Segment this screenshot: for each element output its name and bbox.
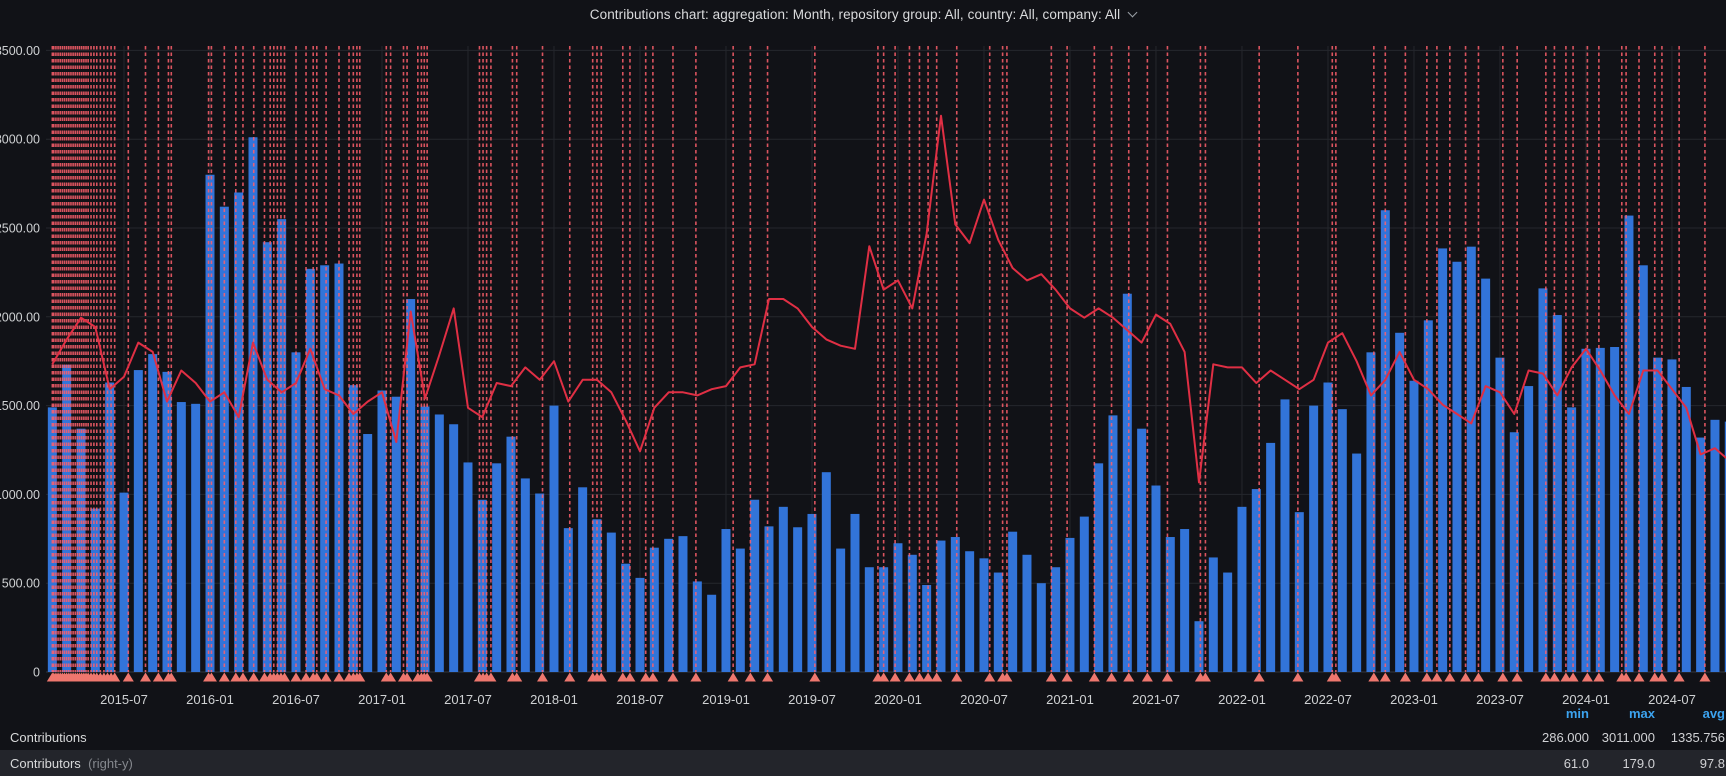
svg-text:2021-01: 2021-01 bbox=[1046, 692, 1094, 707]
contributors-line bbox=[51, 114, 1726, 484]
annotation-lines bbox=[51, 46, 1706, 672]
legend-stat-min: 61.0 bbox=[1563, 756, 1589, 771]
legend-stat-max: 3011.000 bbox=[1601, 730, 1655, 745]
legend-series-label[interactable]: Contributions bbox=[10, 730, 87, 745]
panel-title-text: Contributions chart: aggregation: Month,… bbox=[589, 6, 1121, 22]
svg-text:2020-07: 2020-07 bbox=[960, 692, 1008, 707]
legend-col-min[interactable]: min bbox=[1565, 706, 1589, 721]
x-axis-labels: 2015-07 2016-01 2016-07 2017-01 2017-07 2018-… bbox=[100, 692, 1696, 707]
svg-text:2024-07: 2024-07 bbox=[1648, 692, 1696, 707]
svg-text:2020-01: 2020-01 bbox=[874, 692, 922, 707]
legend-stat-avg: 97.8 bbox=[1699, 756, 1725, 771]
svg-text:1500.00: 1500.00 bbox=[0, 399, 40, 413]
legend-stat-max: 179.0 bbox=[1622, 756, 1655, 771]
svg-text:2017-01: 2017-01 bbox=[358, 692, 406, 707]
svg-text:2017-07: 2017-07 bbox=[444, 692, 492, 707]
svg-text:2024-01: 2024-01 bbox=[1562, 692, 1610, 707]
svg-text:2000.00: 2000.00 bbox=[0, 310, 40, 324]
svg-text:1000.00: 1000.00 bbox=[0, 488, 40, 502]
svg-text:2018-07: 2018-07 bbox=[616, 692, 664, 707]
panel-title[interactable]: Contributions chart: aggregation: Month,… bbox=[589, 6, 1138, 22]
svg-text:2022-01: 2022-01 bbox=[1218, 692, 1266, 707]
svg-text:2016-07: 2016-07 bbox=[272, 692, 320, 707]
svg-text:2019-01: 2019-01 bbox=[702, 692, 750, 707]
svg-text:2023-07: 2023-07 bbox=[1476, 692, 1524, 707]
svg-text:2018-01: 2018-01 bbox=[530, 692, 578, 707]
svg-text:2022-07: 2022-07 bbox=[1304, 692, 1352, 707]
legend-col-max[interactable]: max bbox=[1628, 706, 1655, 721]
legend-stat-min: 286.000 bbox=[1542, 730, 1589, 745]
annotation-markers bbox=[46, 672, 1711, 682]
y-axis-labels: 0 500.00 1000.00 1500.00 2000.00 2500.00 3000.… bbox=[0, 44, 40, 680]
legend-series-name: Contributors bbox=[10, 756, 81, 771]
svg-text:2023-01: 2023-01 bbox=[1390, 692, 1438, 707]
panel-header: Contributions chart: aggregation: Month,… bbox=[0, 0, 1726, 28]
svg-text:3500.00: 3500.00 bbox=[0, 44, 40, 58]
svg-text:2019-07: 2019-07 bbox=[788, 692, 836, 707]
svg-text:2500.00: 2500.00 bbox=[0, 222, 40, 236]
legend-col-avg[interactable]: avg bbox=[1702, 706, 1725, 721]
legend-series-label[interactable]: Contributors (right-y) bbox=[10, 756, 133, 771]
svg-text:2021-07: 2021-07 bbox=[1132, 692, 1180, 707]
bars-series-contributions bbox=[47, 137, 1726, 673]
legend-series-axis-suffix: (right-y) bbox=[88, 756, 133, 771]
svg-text:2016-01: 2016-01 bbox=[186, 692, 234, 707]
svg-text:500.00: 500.00 bbox=[2, 577, 40, 591]
svg-text:0: 0 bbox=[33, 666, 40, 680]
svg-text:2015-07: 2015-07 bbox=[100, 692, 148, 707]
legend-stat-avg: 1335.756 bbox=[1670, 730, 1725, 745]
legend-row-highlight bbox=[0, 750, 1726, 776]
svg-text:3000.00: 3000.00 bbox=[0, 133, 40, 147]
